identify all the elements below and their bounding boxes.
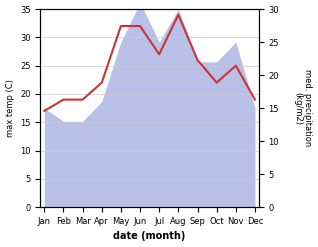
Y-axis label: med. precipitation
(kg/m2): med. precipitation (kg/m2) [293,69,313,147]
X-axis label: date (month): date (month) [114,231,186,242]
Y-axis label: max temp (C): max temp (C) [5,79,15,137]
